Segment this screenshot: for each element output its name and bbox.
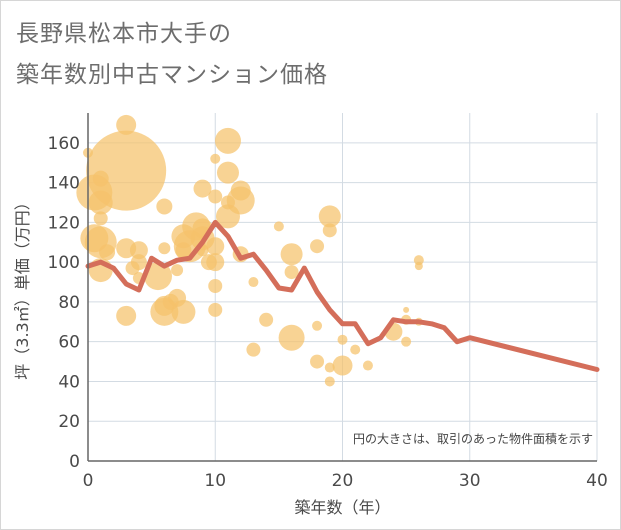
y-tick-label: 160 (48, 134, 80, 154)
data-bubble (130, 254, 147, 271)
data-bubble (158, 242, 171, 255)
data-bubble (99, 244, 116, 261)
trend-line (85, 219, 600, 372)
data-bubble (193, 179, 212, 198)
data-bubble (206, 253, 225, 272)
y-tick-label: 100 (48, 253, 80, 273)
data-bubble (171, 264, 184, 277)
data-bubble (324, 376, 335, 387)
y-tick-label: 0 (69, 452, 80, 472)
data-bubble (210, 153, 221, 164)
data-bubble (129, 241, 148, 260)
data-bubble (332, 355, 353, 376)
data-bubble (312, 320, 323, 331)
x-tick-label: 40 (586, 471, 608, 491)
data-bubble (350, 344, 361, 355)
y-tick-label: 80 (58, 293, 80, 313)
data-bubble (116, 114, 137, 135)
y-axis-label: 坪（3.3㎡）単価（万円） (13, 194, 32, 379)
data-bubble (246, 342, 261, 357)
data-bubble (318, 205, 341, 228)
y-tick-label: 120 (48, 213, 80, 233)
data-bubble (310, 354, 325, 369)
chart-title-line1: 長野県松本市大手の (16, 21, 232, 47)
x-tick-label: 20 (332, 471, 354, 491)
bubble-layer (76, 114, 424, 387)
data-bubble (92, 170, 109, 187)
data-bubble (322, 223, 337, 238)
data-bubble (226, 186, 255, 215)
data-bubble (88, 190, 113, 215)
data-bubble (414, 262, 423, 271)
y-tick-label: 140 (48, 174, 80, 194)
y-tick-label: 60 (58, 333, 80, 353)
data-bubble (214, 127, 241, 154)
data-bubble (93, 211, 108, 226)
data-bubble (171, 299, 196, 324)
y-tick-label: 20 (58, 412, 80, 432)
x-tick-label: 30 (459, 471, 481, 491)
data-bubble (284, 265, 299, 280)
data-bubble (310, 239, 325, 254)
data-bubble (208, 302, 223, 317)
x-tick-label: 0 (83, 471, 94, 491)
chart-title-line2: 築年数別中古マンション価格 (16, 62, 328, 88)
axes (87, 113, 597, 462)
data-bubble (362, 360, 373, 371)
data-bubble (208, 189, 223, 204)
data-bubble (324, 362, 335, 373)
data-bubble (278, 324, 305, 351)
data-bubble (206, 237, 225, 256)
data-bubble (273, 221, 284, 232)
data-bubble (208, 279, 223, 294)
y-tick-label: 40 (58, 372, 80, 392)
data-bubble (156, 198, 173, 215)
data-bubble (401, 336, 412, 347)
data-bubble (216, 161, 239, 184)
bubble-size-note: 円の大きさは、取引のあった物件面積を示す (353, 431, 593, 446)
data-bubble (413, 255, 424, 266)
tick-labels: 0 20 40 60 80 100 120 140 160 0 10 20 30 40 (48, 134, 608, 491)
x-tick-label: 10 (204, 471, 226, 491)
data-bubble (116, 305, 137, 326)
x-axis-label: 築年数（年） (294, 498, 390, 517)
data-bubble (248, 277, 259, 288)
data-bubble (280, 243, 303, 266)
data-bubble (337, 334, 348, 345)
data-bubble (403, 306, 410, 313)
data-bubble (259, 312, 274, 327)
data-bubble (143, 262, 172, 291)
